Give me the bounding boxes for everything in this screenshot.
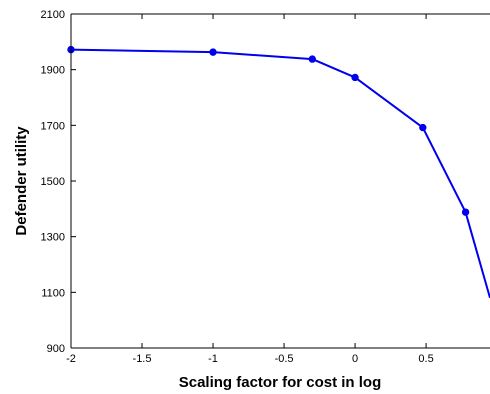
x-tick-label: -1 <box>208 353 218 365</box>
y-tick-label: 1900 <box>41 65 65 77</box>
y-tick-label: 1700 <box>41 120 65 132</box>
y-axis-label: Defender utility <box>13 126 30 236</box>
axis-tick-labels: -2 -1.5 -1 -0.5 0 0.5 900 1100 1300 1500 1700 1900 2… <box>41 9 434 365</box>
x-tick-label: 0 <box>352 353 358 365</box>
y-tick-label: 1100 <box>41 287 65 299</box>
y-tick-label: 1500 <box>41 176 65 188</box>
data-point <box>461 208 470 216</box>
x-tick-label: 0.5 <box>418 353 433 365</box>
y-tick-label: 900 <box>47 343 65 355</box>
x-tick-label: -1.5 <box>133 353 152 365</box>
x-tick-label: -0.5 <box>275 353 294 365</box>
data-point <box>419 123 427 132</box>
data-point <box>209 48 217 56</box>
y-tick-label: 2100 <box>41 9 65 21</box>
data-point <box>351 73 359 82</box>
x-tick-label: -2 <box>66 353 76 365</box>
data-point <box>308 55 317 63</box>
x-axis-label: Scaling factor for cost in log <box>179 374 382 391</box>
plot-area <box>71 14 490 348</box>
y-tick-label: 1300 <box>41 232 65 244</box>
